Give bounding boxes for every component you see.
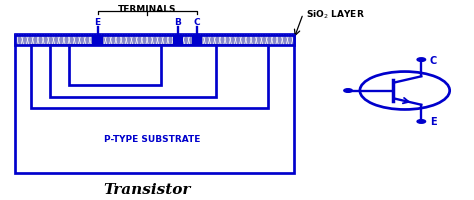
Bar bbox=[15, 35, 294, 45]
Text: N-TYPE COLLECTOR: N-TYPE COLLECTOR bbox=[106, 99, 193, 108]
Text: SiO$_2$ LAYER: SiO$_2$ LAYER bbox=[306, 8, 365, 21]
Text: N-TYPE EMITTER: N-TYPE EMITTER bbox=[77, 63, 151, 72]
Bar bbox=[69, 45, 161, 85]
Text: C: C bbox=[193, 18, 200, 27]
Text: P-TYPE BASE: P-TYPE BASE bbox=[105, 83, 162, 92]
Bar bbox=[50, 45, 216, 97]
Text: TERMINALS: TERMINALS bbox=[118, 5, 176, 14]
Text: E: E bbox=[430, 117, 437, 127]
Text: B: B bbox=[174, 18, 182, 27]
Circle shape bbox=[360, 72, 450, 110]
Text: C: C bbox=[430, 55, 437, 65]
Circle shape bbox=[417, 58, 426, 62]
Circle shape bbox=[344, 89, 352, 93]
Bar bbox=[173, 35, 183, 45]
Bar bbox=[15, 34, 294, 173]
Text: P-TYPE SUBSTRATE: P-TYPE SUBSTRATE bbox=[104, 134, 200, 143]
Bar bbox=[15, 35, 294, 45]
Circle shape bbox=[417, 120, 426, 124]
Text: Transistor: Transistor bbox=[103, 182, 191, 196]
Bar bbox=[31, 45, 268, 109]
Text: E: E bbox=[94, 18, 100, 27]
Bar bbox=[92, 35, 103, 45]
Bar bbox=[191, 35, 202, 45]
